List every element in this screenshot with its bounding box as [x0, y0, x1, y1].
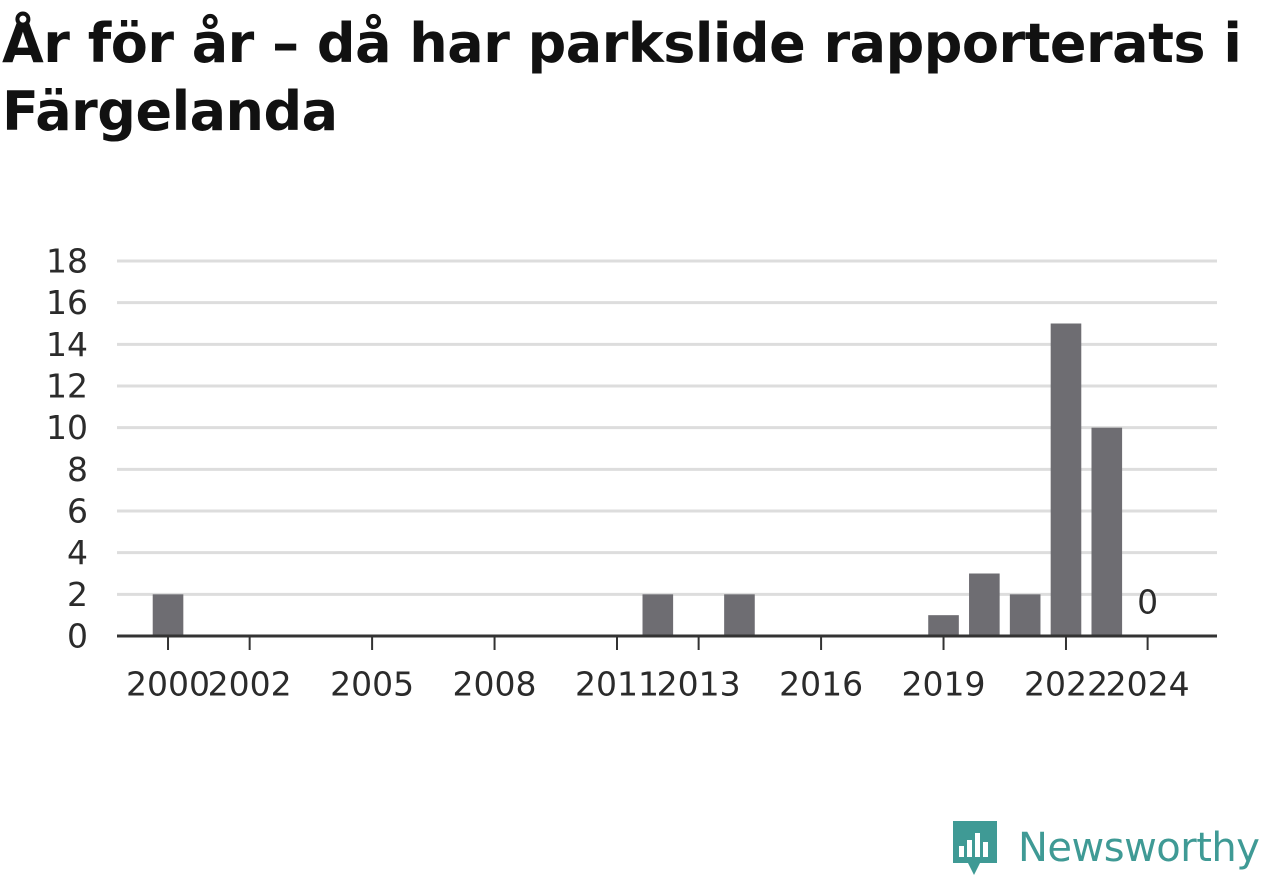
y-tick-label: 14: [46, 325, 88, 364]
chart-title: År för år – då har parkslide rapporterat…: [2, 12, 1242, 143]
grid-lines: [117, 259, 1217, 596]
bar: [1009, 594, 1041, 636]
x-tick-label: 2019: [902, 665, 986, 704]
bar: [1091, 427, 1123, 636]
x-tick-label: 2002: [208, 665, 292, 704]
bar: [724, 594, 755, 636]
y-tick-label: 8: [67, 450, 88, 489]
y-tick-label: 18: [46, 242, 88, 281]
y-tick-label: 4: [67, 533, 88, 572]
y-tick-label: 16: [46, 283, 88, 322]
x-axis: [117, 634, 1217, 650]
x-tick-label: 2013: [657, 665, 741, 704]
bar-chart-speech-bubble-icon: [953, 821, 997, 875]
bars: [152, 323, 1123, 636]
x-tick-label: 2024: [1106, 665, 1190, 704]
bar: [928, 615, 959, 636]
brand-name: Newsworthy: [1018, 825, 1260, 871]
y-tick-label: 6: [67, 492, 88, 531]
x-tick-label: 2008: [453, 665, 537, 704]
y-tick-label: 12: [46, 367, 88, 406]
x-tick-label: 2016: [779, 665, 863, 704]
bar: [969, 573, 1000, 636]
bar: [1050, 323, 1082, 636]
bar: [642, 594, 674, 636]
brand-logo: Newsworthy: [950, 818, 1260, 878]
x-tick-label: 2000: [126, 665, 210, 704]
x-tick-label: 2022: [1024, 665, 1108, 704]
x-tick-label: 2011: [575, 665, 659, 704]
bar: [152, 594, 184, 636]
y-tick-label: 10: [46, 408, 88, 447]
y-tick-label: 0: [67, 617, 88, 656]
y-tick-label: 2: [67, 575, 88, 614]
x-tick-label: 2005: [330, 665, 414, 704]
data-label: 0: [1137, 583, 1158, 622]
